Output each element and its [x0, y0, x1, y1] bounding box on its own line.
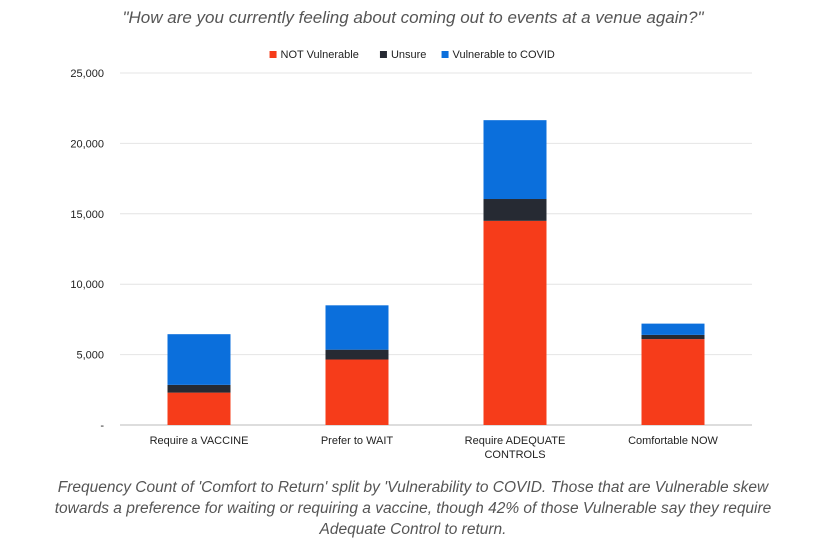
bar-segment [483, 120, 547, 200]
y-tick-label: 20,000 [70, 138, 104, 150]
x-tick-label: Prefer to WAIT [321, 435, 394, 447]
x-tick-label-line: Comfortable NOW [628, 435, 718, 447]
legend-label: Unsure [391, 49, 426, 61]
bar-segment [167, 392, 231, 425]
bars [167, 120, 705, 425]
bar-segment [483, 220, 547, 425]
bar-segment [641, 334, 705, 340]
x-tick-label: Comfortable NOW [628, 435, 718, 447]
chart-caption: Frequency Count of 'Comfort to Return' s… [54, 479, 772, 538]
bar-segment [483, 199, 547, 221]
bar-segment [325, 305, 389, 350]
legend-swatch [269, 51, 277, 58]
bar-segment [167, 334, 231, 385]
legend-swatch [379, 51, 387, 58]
y-axis: - 5,000 10,000 15,000 20,000 25,000 [70, 68, 104, 432]
y-tick-label: - [100, 420, 104, 432]
x-tick-label: Require a VACCINE [150, 435, 249, 447]
bar-segment [167, 384, 231, 393]
x-axis: Require a VACCINE Prefer to WAIT Require A… [150, 435, 719, 461]
bar-segment [325, 359, 389, 425]
x-tick-label-line: CONTROLS [484, 449, 545, 461]
chart-title: "How are you currently feeling about com… [122, 8, 704, 27]
x-tick-label-line: Require a VACCINE [150, 435, 249, 447]
y-tick-label: 25,000 [70, 68, 104, 80]
bar-segment [641, 323, 705, 335]
legend: NOT Vulnerable Unsure Vulnerable to COVID [269, 49, 555, 61]
y-tick-label: 10,000 [70, 279, 104, 291]
x-tick-label: Require ADEQUATE CONTROLS [465, 435, 566, 461]
legend-label: NOT Vulnerable [281, 49, 359, 61]
bar-segment [325, 349, 389, 360]
bar-segment [641, 339, 705, 425]
y-tick-label: 5,000 [76, 350, 104, 362]
x-tick-label-line: Require ADEQUATE [465, 435, 566, 447]
y-tick-label: 15,000 [70, 209, 104, 221]
x-tick-label-line: Prefer to WAIT [321, 435, 394, 447]
legend-label: Vulnerable to COVID [453, 49, 555, 61]
legend-swatch [441, 51, 449, 58]
